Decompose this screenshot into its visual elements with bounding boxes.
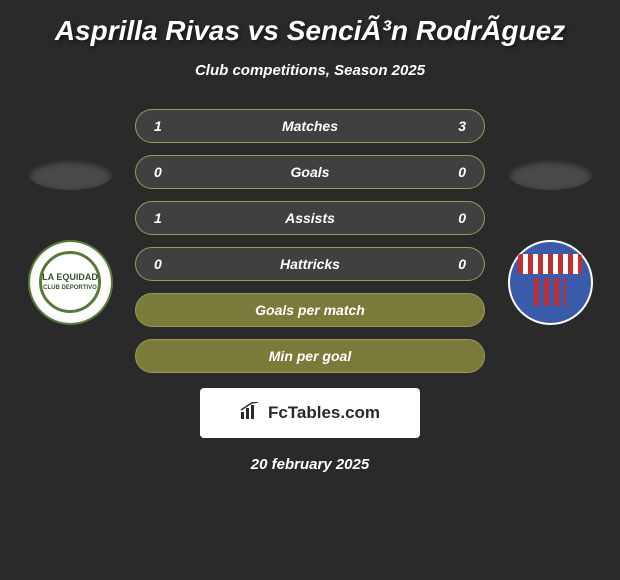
stat-left-value: 1 — [154, 118, 184, 134]
stat-label: Goals — [184, 164, 436, 180]
stat-left-value: 1 — [154, 210, 184, 226]
subtitle: Club competitions, Season 2025 — [20, 62, 600, 79]
stat-label: Min per goal — [184, 348, 436, 364]
stat-row-goals-per-match: Goals per match — [135, 293, 485, 327]
team-left-subtitle: CLUB DEPORTIVO — [42, 285, 98, 292]
team-right-column — [500, 158, 600, 325]
stat-right-value: 0 — [436, 164, 466, 180]
stat-label: Hattricks — [184, 256, 436, 272]
stat-left-value: 0 — [154, 256, 184, 272]
comparison-area: LA EQUIDAD CLUB DEPORTIVO 1 Matches 3 0 … — [20, 109, 600, 373]
page-title: Asprilla Rivas vs SenciÃ³n RodrÃ­guez — [20, 15, 600, 47]
stat-label: Goals per match — [184, 302, 436, 318]
brand-logo-box: FcTables.com — [200, 388, 420, 438]
date-text: 20 february 2025 — [20, 456, 600, 473]
stat-row-goals: 0 Goals 0 — [135, 155, 485, 189]
team-left-column: LA EQUIDAD CLUB DEPORTIVO — [20, 158, 120, 325]
brand-text: FcTables.com — [268, 403, 380, 423]
stat-row-assists: 1 Assists 0 — [135, 201, 485, 235]
stat-right-value: 3 — [436, 118, 466, 134]
chart-icon — [240, 402, 262, 425]
right-oval-decoration — [508, 158, 593, 190]
stat-row-min-per-goal: Min per goal — [135, 339, 485, 373]
stat-row-matches: 1 Matches 3 — [135, 109, 485, 143]
left-oval-decoration — [28, 158, 113, 190]
stat-left-value: 0 — [154, 164, 184, 180]
team-left-badge: LA EQUIDAD CLUB DEPORTIVO — [28, 240, 113, 325]
team-right-badge — [508, 240, 593, 325]
stat-row-hattricks: 0 Hattricks 0 — [135, 247, 485, 281]
stat-right-value: 0 — [436, 256, 466, 272]
stat-label: Matches — [184, 118, 436, 134]
stat-right-value: 0 — [436, 210, 466, 226]
team-left-name: LA EQUIDAD — [42, 272, 98, 283]
stats-column: 1 Matches 3 0 Goals 0 1 Assists 0 0 Hatt… — [120, 109, 500, 373]
stat-label: Assists — [184, 210, 436, 226]
